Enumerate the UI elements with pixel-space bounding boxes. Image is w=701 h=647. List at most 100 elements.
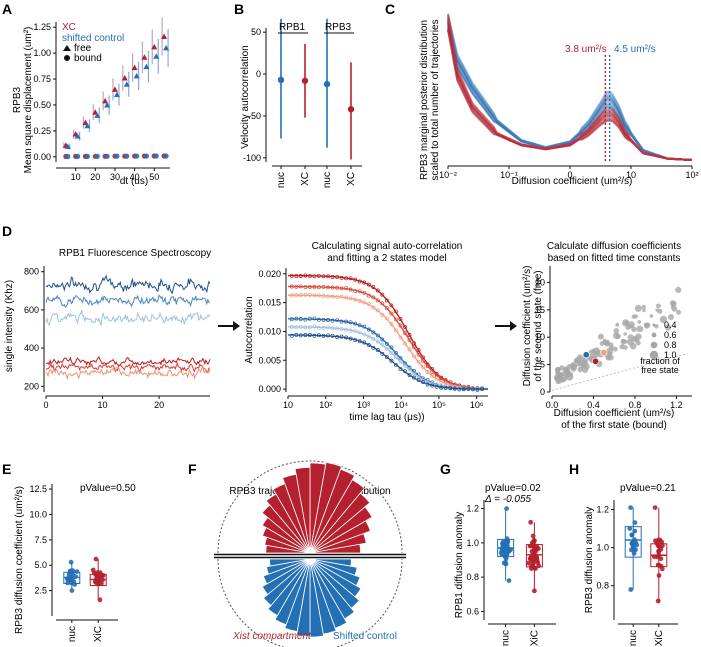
data-point	[93, 556, 99, 562]
rose-outline	[217, 558, 403, 647]
data-point	[407, 373, 412, 377]
y-tick-label: 0.000	[258, 384, 281, 394]
shifted-wedge	[267, 558, 311, 617]
x-tick-label: 0.8	[629, 400, 642, 410]
data-point	[625, 324, 631, 330]
panel-a-xlabel: dt (us)	[120, 176, 148, 187]
data-point	[312, 316, 317, 321]
data-point	[659, 315, 668, 324]
x-tick-label: 20	[90, 172, 100, 182]
data-point	[371, 295, 376, 300]
y-tick-label: 1.2	[466, 504, 479, 514]
data-point	[384, 346, 389, 351]
data-point	[530, 562, 536, 568]
data-point	[384, 306, 389, 311]
data-point	[564, 374, 570, 379]
data-point	[430, 373, 435, 378]
x-tick-label: XiC	[93, 626, 104, 642]
xist-wedge	[309, 461, 343, 554]
legend-shifted-control-f: Shifted control	[333, 631, 397, 642]
data-point	[412, 345, 416, 350]
data-point	[412, 371, 416, 376]
data-point	[393, 328, 398, 333]
legend-xist-compartment: Xist compartment	[232, 631, 312, 642]
data-point	[529, 554, 535, 559]
d-right-title-1: Calculate diffusion coefficients	[547, 241, 681, 252]
data-point	[443, 379, 448, 384]
panel-a-ylabel-1: RPB3	[12, 87, 23, 114]
y-tick-label: 0.50	[33, 100, 51, 110]
y-tick-label: 0.6	[466, 606, 479, 616]
x-tick-label: 10²	[685, 170, 698, 180]
data-point	[371, 305, 376, 310]
y-tick-label: 1.2	[596, 505, 609, 515]
annotation-4-5: 4.5 um²/s	[614, 44, 656, 55]
y-tick-label: 12.5	[29, 484, 47, 494]
fit-line	[288, 274, 489, 390]
y-tick-label: 1.25	[33, 22, 51, 32]
legend-bound: bound	[74, 53, 102, 64]
panel-c: C 10⁻² 10⁻¹ 0 10 10² 3.8 um²/s 4.5 um²/s Dif…	[385, 1, 699, 187]
data-point	[65, 576, 71, 582]
fraction-legend-title-1: fraction of	[640, 356, 680, 366]
data-point	[597, 333, 604, 340]
x-tick-label: XC	[346, 172, 357, 186]
data-point	[649, 314, 654, 318]
y-tick-label: 5	[540, 360, 545, 370]
y-tick-label: 1.00	[33, 48, 51, 58]
panel-a-label: A	[2, 1, 12, 17]
data-point	[623, 332, 627, 336]
data-point	[384, 355, 389, 360]
panel-h-ylabel: RPB3 diffusion anomaly	[584, 507, 595, 614]
data-point	[505, 539, 511, 544]
data-point	[153, 153, 159, 159]
y-tick-label: 600	[24, 305, 39, 315]
panel-f-plot	[214, 460, 406, 647]
x-tick-label: 10	[626, 170, 636, 180]
data-point	[631, 539, 637, 545]
series-line	[447, 13, 693, 161]
data-point	[389, 303, 394, 308]
data-point	[380, 342, 385, 347]
data-point	[631, 326, 637, 333]
data-point	[615, 322, 620, 327]
xist-wedge	[309, 462, 327, 554]
x-tick-label: 10²	[319, 400, 332, 410]
data-point	[633, 314, 639, 319]
data-point	[94, 112, 101, 118]
y-tick-label: 800	[24, 267, 39, 277]
rose-outline	[217, 460, 403, 554]
x-tick-label: 0.4	[587, 400, 600, 410]
panel-e-ylabel: RPB3 diffusion coefficient (um²/s)	[14, 486, 25, 634]
data-point	[534, 556, 540, 561]
d-middle-title-1: Calculating signal auto-correlation	[312, 241, 463, 252]
data-point	[393, 350, 398, 355]
arrow-head-icon	[510, 321, 517, 331]
data-point	[74, 133, 81, 139]
panel-h-plot: 0.8 1.0 1.2 nuc XiC	[596, 500, 678, 646]
x-tick-label: 0.0	[546, 400, 559, 410]
y-tick-label: 5.0	[34, 560, 47, 570]
x-tick-label: nuc	[501, 630, 512, 646]
y-tick-label: 1.0	[596, 543, 609, 553]
data-point	[407, 347, 412, 352]
legend-free: free	[74, 43, 92, 54]
highlight-point	[600, 349, 608, 357]
data-point	[574, 359, 582, 367]
y-tick-label: 400	[24, 343, 39, 353]
d-left-ylabel: single intensity (Khz)	[4, 280, 15, 372]
data-point	[529, 549, 535, 554]
box	[624, 526, 642, 558]
y-tick-label: 50	[251, 27, 261, 37]
data-point	[636, 325, 644, 333]
shifted-wedge	[274, 558, 311, 626]
series-line	[447, 20, 693, 161]
data-point	[375, 348, 380, 353]
data-point	[124, 153, 130, 159]
d-middle-xlabel: time lag tau (μs))	[349, 412, 424, 423]
data-point	[628, 505, 633, 510]
legend-xc: XC	[62, 22, 76, 33]
data-point	[656, 552, 662, 558]
data-point	[619, 344, 625, 350]
data-point	[93, 572, 98, 577]
